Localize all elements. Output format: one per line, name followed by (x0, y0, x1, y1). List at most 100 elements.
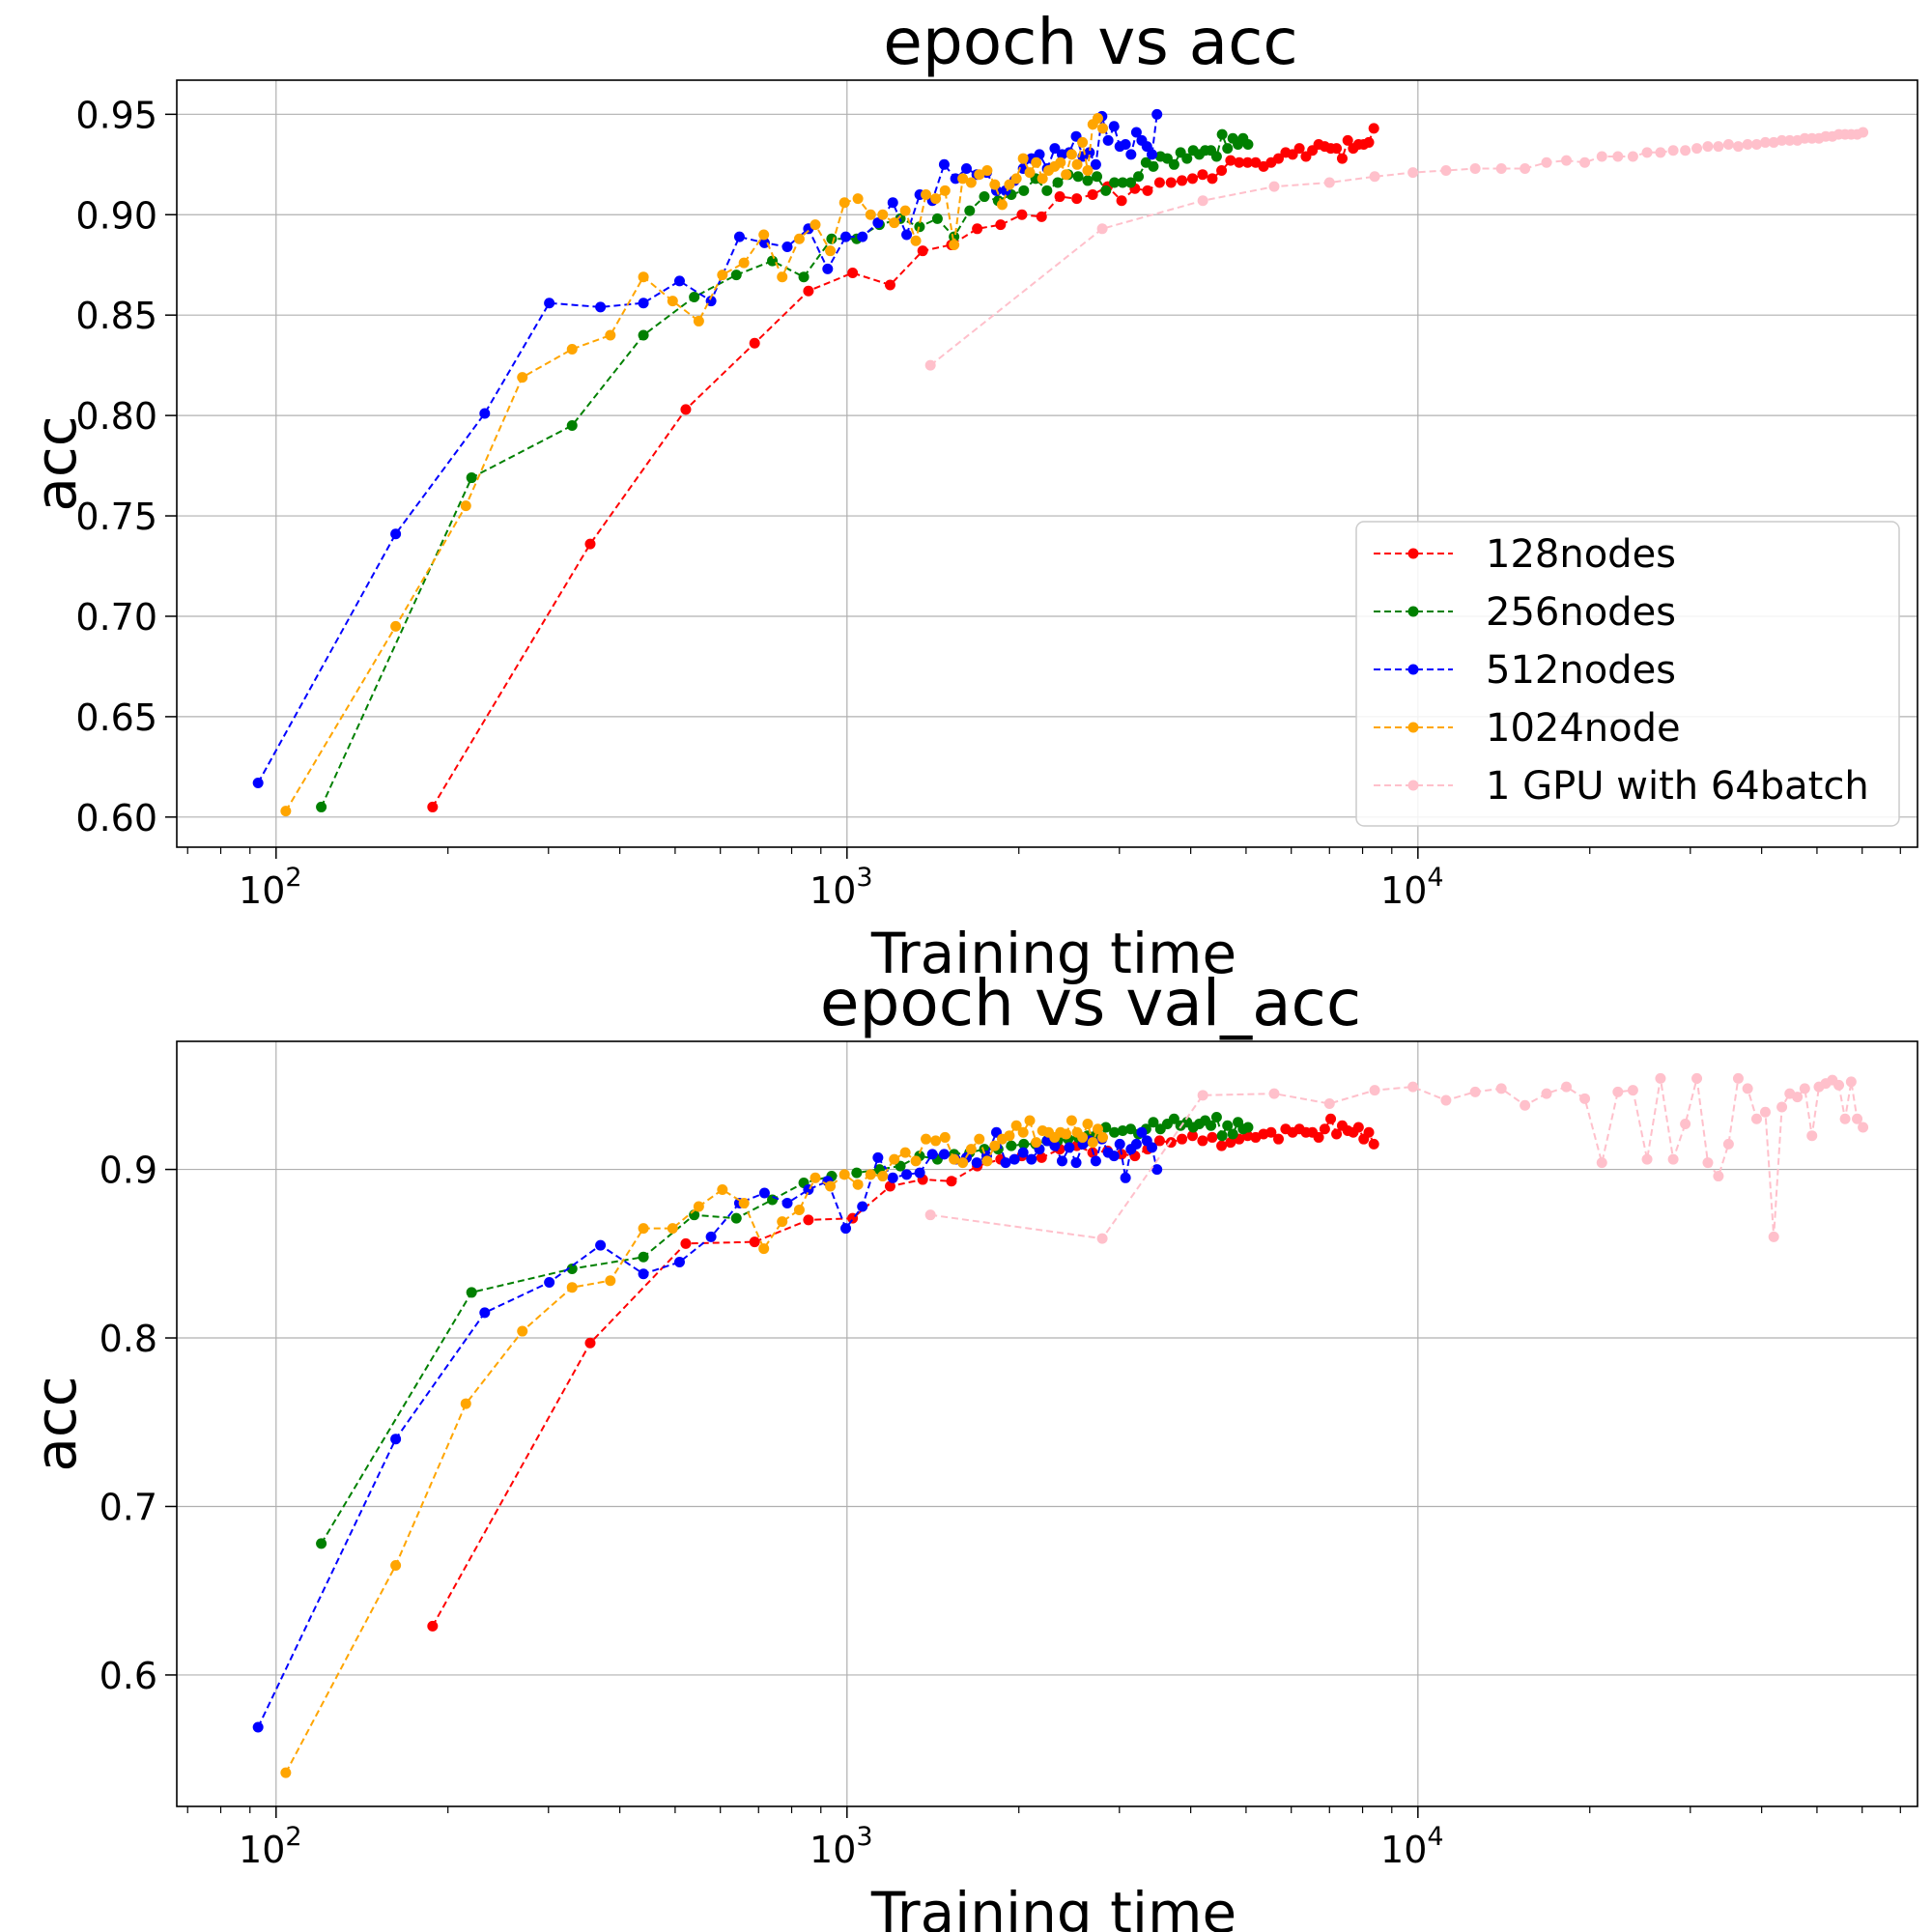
data-point (316, 1538, 327, 1549)
data-point (1070, 1157, 1082, 1169)
data-point (1034, 149, 1045, 160)
data-point (895, 1160, 906, 1172)
x-tick-label: 104 (1380, 1822, 1444, 1871)
data-point (803, 1214, 814, 1226)
data-point (1092, 112, 1103, 124)
y-tick-label: 0.65 (75, 696, 157, 739)
data-point (1168, 158, 1179, 170)
data-point (460, 500, 471, 512)
data-point (914, 221, 925, 233)
data-point (1369, 1085, 1380, 1096)
data-point (921, 1133, 932, 1145)
data-point (924, 1209, 936, 1221)
data-point (1210, 1112, 1222, 1123)
data-point (1090, 158, 1101, 170)
data-point (566, 420, 578, 432)
data-point (1004, 1130, 1015, 1142)
data-point (1120, 139, 1131, 151)
data-point (1087, 1137, 1098, 1149)
y-tick-label: 0.85 (75, 295, 157, 337)
data-point (1148, 160, 1159, 172)
data-point (1713, 141, 1724, 153)
data-point (1130, 127, 1142, 138)
data-point (1168, 1113, 1179, 1124)
y-tick-label: 0.8 (99, 1318, 157, 1360)
plot-area-frame (176, 1040, 1918, 1807)
data-point (1287, 149, 1298, 160)
data-point (781, 1197, 793, 1208)
data-point (1225, 155, 1236, 166)
legend-label: 1 GPU with 64batch (1486, 764, 1869, 809)
y-tick-label: 0.75 (75, 496, 157, 538)
data-point (1210, 151, 1222, 162)
data-point (989, 179, 1001, 190)
data-point (1561, 155, 1573, 166)
data-point (1702, 141, 1714, 153)
data-point (1242, 1122, 1254, 1133)
data-point (1097, 123, 1109, 134)
series-line-128nodes (431, 1116, 1376, 1627)
data-point (1177, 1133, 1188, 1145)
data-point (1845, 1076, 1857, 1088)
data-point (996, 199, 1008, 211)
data-point (390, 620, 402, 632)
x-tick-label-exponent: 2 (285, 1822, 301, 1852)
x-tick-label: 104 (1380, 863, 1444, 912)
data-point (667, 296, 678, 307)
data-point (1858, 127, 1869, 138)
plot-area-frame (176, 79, 1918, 848)
data-point (1241, 156, 1253, 168)
data-point (1596, 1157, 1607, 1169)
data-point (877, 1171, 889, 1182)
data-point (910, 1155, 922, 1167)
data-point (730, 1212, 742, 1224)
y-tick-label: 0.7 (99, 1486, 157, 1528)
data-point (1272, 1133, 1284, 1145)
data-point (972, 223, 983, 235)
data-point (479, 408, 491, 419)
data-point (852, 193, 864, 205)
data-point (995, 219, 1007, 231)
data-point (1125, 149, 1137, 160)
data-point (1082, 165, 1094, 177)
data-point (758, 1243, 770, 1255)
data-point (1077, 1131, 1089, 1143)
data-point (1142, 185, 1153, 196)
legend-label: 512nodes (1486, 648, 1676, 693)
data-point (917, 245, 928, 257)
data-point (749, 337, 760, 349)
data-point (638, 1223, 649, 1235)
data-point (1186, 1130, 1198, 1142)
data-point (1641, 147, 1653, 158)
data-point (924, 359, 936, 371)
data-point (979, 191, 990, 203)
data-point (758, 229, 770, 241)
data-point (889, 217, 900, 229)
legend: 128nodes 256nodes 512nodes 1024node 1 GPU wi… (1355, 521, 1900, 827)
data-point (1130, 1138, 1142, 1150)
data-point (1117, 177, 1128, 188)
data-point (1691, 1072, 1703, 1084)
data-point (1759, 1106, 1771, 1118)
data-point (798, 271, 810, 283)
series-line-128nodes (431, 128, 1376, 808)
x-tick-label: 103 (810, 1822, 873, 1871)
data-point (1061, 1128, 1072, 1140)
data-point (939, 185, 951, 196)
data-point (793, 1204, 805, 1215)
data-point (1352, 1122, 1364, 1133)
y-tick-label: 0.9 (99, 1150, 157, 1192)
data-point (777, 1216, 788, 1228)
data-point (1114, 1138, 1125, 1150)
data-point (1125, 1123, 1137, 1135)
data-point (960, 162, 972, 174)
data-point (693, 1201, 704, 1212)
data-point (1440, 1094, 1452, 1106)
data-point (280, 806, 292, 817)
data-point (1680, 145, 1691, 156)
data-point (390, 1560, 402, 1572)
data-point (1010, 1120, 1022, 1131)
data-point (479, 1307, 491, 1319)
data-point (1216, 128, 1228, 140)
data-point (1017, 1147, 1029, 1158)
